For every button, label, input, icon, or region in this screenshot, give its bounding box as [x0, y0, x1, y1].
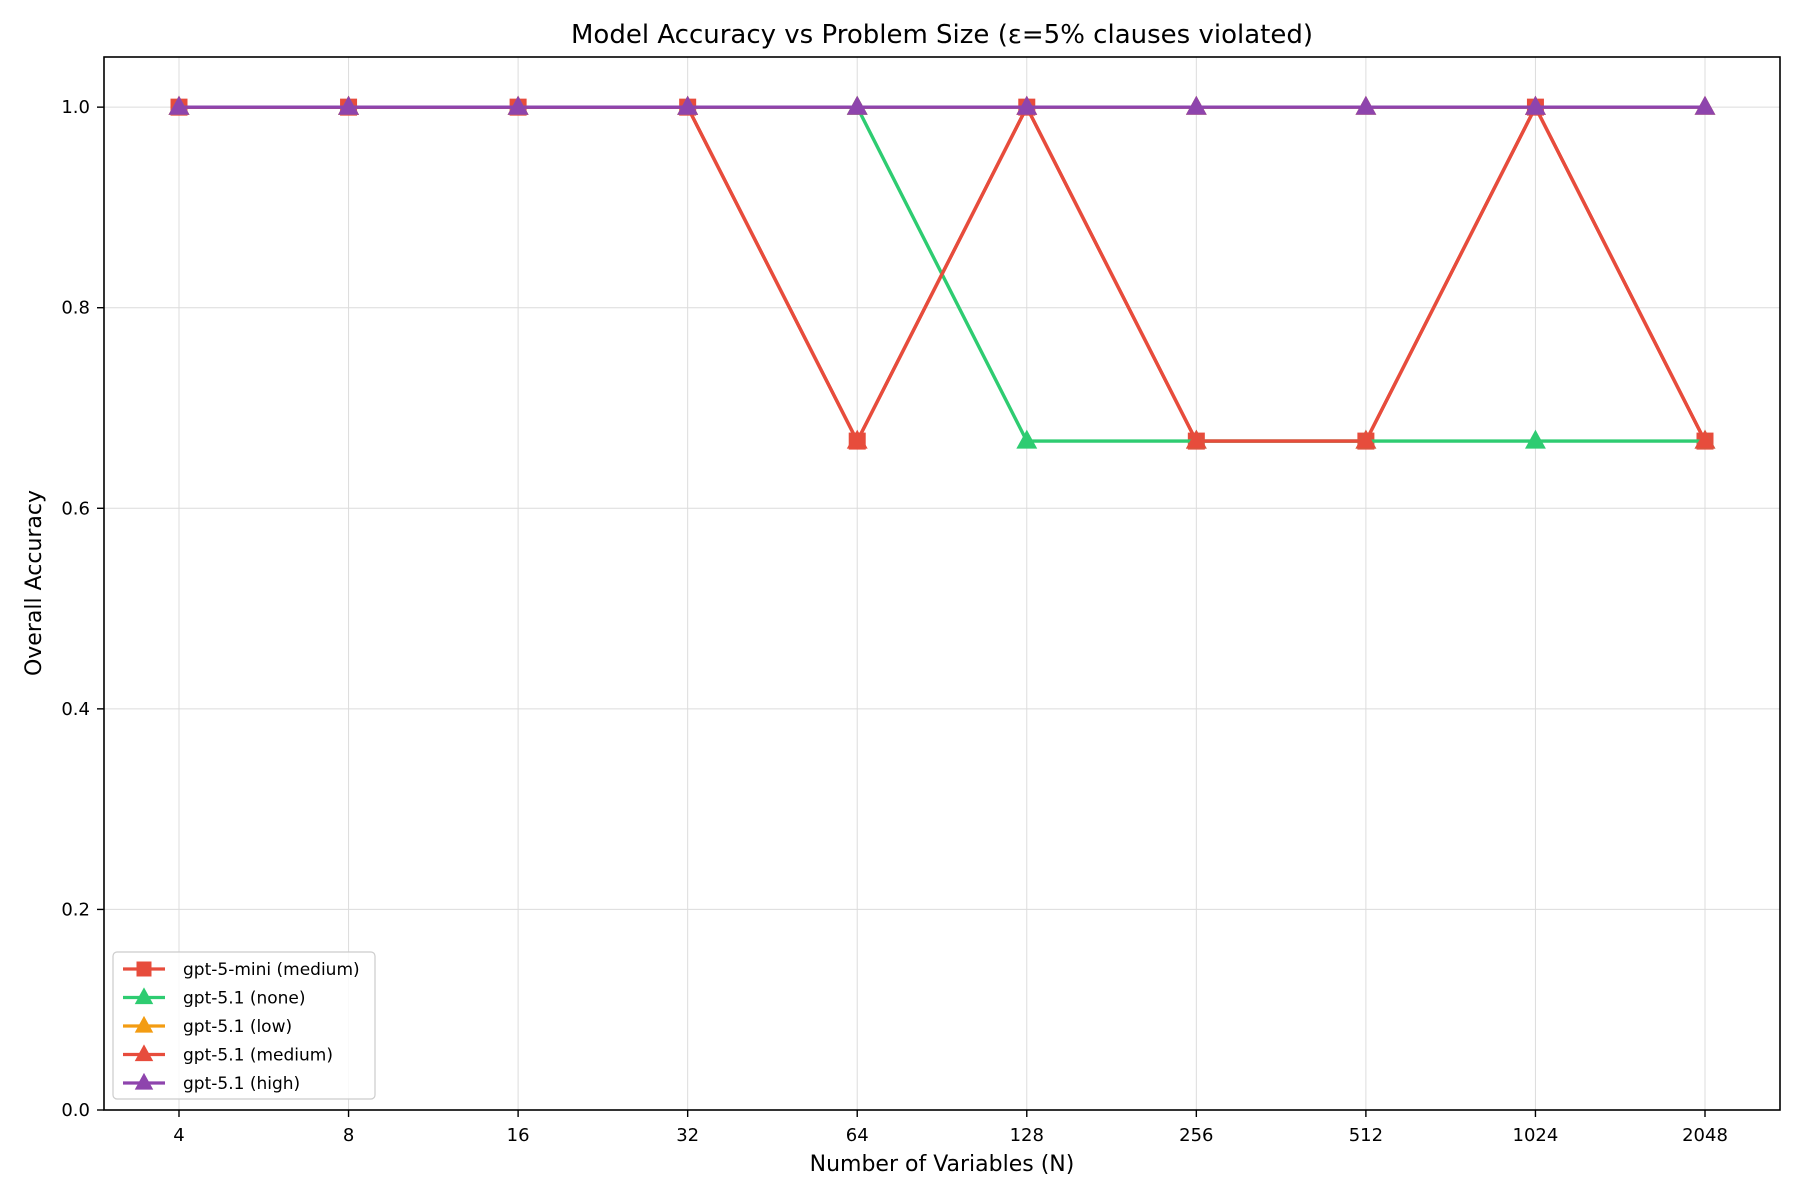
y-tick-label: 0.2 [61, 899, 90, 920]
data-point [168, 95, 190, 115]
y-tick-label: 0.0 [61, 1100, 90, 1121]
legend-marker-swatch [134, 1044, 154, 1062]
data-point [1185, 429, 1207, 449]
x-tick-label: 64 [846, 1125, 869, 1146]
data-point [1524, 95, 1546, 115]
x-tick-label: 512 [1349, 1125, 1383, 1146]
legend-item: gpt-5.1 (none) [123, 987, 306, 1009]
legend: gpt-5-mini (medium) gpt-5.1 (none) gpt-5.1… [112, 951, 376, 1100]
data-point [677, 95, 699, 115]
legend-marker-swatch [134, 1015, 154, 1033]
y-tick-label: 0.4 [61, 699, 90, 720]
plot-frame [103, 56, 1781, 1111]
data-point [846, 429, 868, 449]
legend-item: gpt-5.1 (high) [123, 1072, 300, 1094]
data-point [846, 95, 868, 115]
data-point [1016, 95, 1038, 115]
legend-label: gpt-5.1 (high) [183, 1074, 300, 1094]
y-tick-label: 0.6 [61, 498, 90, 519]
x-tick-label: 2048 [1682, 1125, 1728, 1146]
data-point [1016, 429, 1038, 449]
y-axis-ticks: 0.0 0.2 0.4 0.6 0.8 1.0 [61, 97, 104, 1121]
y-tick-label: 0.8 [61, 298, 90, 319]
data-point [1355, 95, 1377, 115]
x-tick-label: 16 [507, 1125, 530, 1146]
y-tick-label: 1.0 [61, 97, 90, 118]
data-point [1524, 429, 1546, 449]
data-point [1355, 429, 1377, 449]
chart-title: Model Accuracy vs Problem Size (ε=5% cla… [571, 20, 1313, 50]
legend-label: gpt-5-mini (medium) [183, 960, 360, 980]
legend-marker-swatch [134, 1072, 154, 1090]
y-axis-label: Overall Accuracy [22, 490, 47, 676]
legend-entries: gpt-5-mini (medium) gpt-5.1 (none) gpt-5.1… [123, 960, 360, 1094]
data-point [338, 95, 360, 115]
x-tick-label: 4 [173, 1125, 184, 1146]
legend-marker-swatch [136, 961, 152, 977]
series-group [168, 95, 1716, 115]
legend-marker-swatch [134, 987, 154, 1005]
data-point [507, 95, 529, 115]
legend-frame [112, 951, 376, 1100]
x-axis-ticks: 4 8 16 32 64 128 256 512 1024 2048 [173, 1110, 1728, 1146]
legend-label: gpt-5.1 (low) [183, 1017, 292, 1037]
x-tick-label: 32 [676, 1125, 699, 1146]
x-tick-label: 256 [1179, 1125, 1213, 1146]
legend-item: gpt-5.1 (medium) [123, 1044, 333, 1066]
legend-item: gpt-5.1 (low) [123, 1015, 292, 1037]
x-tick-label: 1024 [1513, 1125, 1559, 1146]
series-layer [168, 95, 1716, 450]
data-point [1694, 429, 1716, 449]
x-tick-label: 8 [343, 1125, 354, 1146]
legend-label: gpt-5.1 (none) [183, 989, 306, 1009]
legend-label: gpt-5.1 (medium) [183, 1046, 333, 1066]
x-axis-label: Number of Variables (N) [810, 1152, 1075, 1177]
data-point [1694, 95, 1716, 115]
legend-item: gpt-5-mini (medium) [123, 960, 360, 980]
x-tick-label: 128 [1010, 1125, 1044, 1146]
data-point [1185, 95, 1207, 115]
